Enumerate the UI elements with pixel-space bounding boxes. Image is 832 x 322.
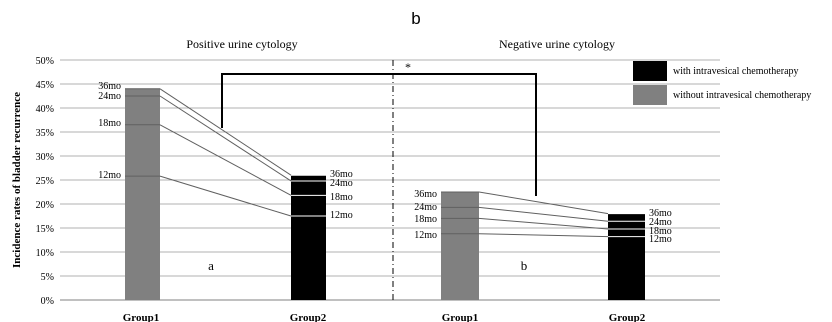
y-tick-label: 45% [36, 80, 54, 91]
legend-swatch-without [633, 85, 667, 105]
panel-title-positive: Positive urine cytology [186, 37, 297, 51]
timepoint-label: 36mo [414, 189, 437, 200]
x-axis-labels: Group1 Group2 Group1 Group2 [123, 312, 646, 322]
timepoint-label: 24mo [330, 178, 353, 189]
timepoint-label: 18mo [414, 214, 437, 225]
y-tick-label: 15% [36, 224, 54, 235]
bar-positive-group2 [291, 175, 326, 300]
panel-title-negative: Negative urine cytology [499, 37, 615, 51]
y-axis-label: Incidence rates of bladder recurrence [11, 92, 23, 268]
y-tick-label: 30% [36, 152, 54, 163]
bars [125, 88, 645, 300]
bar-negative-group1 [441, 192, 479, 300]
connector-line [159, 88, 292, 176]
timepoint-label: 36mo [649, 208, 672, 219]
timepoint-label: 36mo [330, 169, 353, 180]
y-tick-label: 25% [36, 176, 54, 187]
timepoint-label: 18mo [330, 192, 353, 203]
significance-bracket [221, 73, 537, 196]
connector-line [478, 206, 609, 222]
y-tick-label: 0% [41, 296, 54, 307]
legend-swatch-with [633, 61, 667, 81]
panel-label-b: b [521, 258, 528, 273]
timepoint-label: 12mo [330, 210, 353, 221]
timepoint-label: 12mo [98, 170, 121, 181]
gridlines [60, 59, 720, 301]
significance-marker: * [405, 60, 411, 74]
bar-negative-group2 [608, 213, 645, 300]
x-tick-label: Group1 [442, 312, 478, 322]
legend-label-without: without intravesical chemotherapy [673, 90, 811, 101]
connector-line [159, 124, 292, 196]
y-tick-label: 10% [36, 248, 54, 259]
connector-line [159, 175, 292, 217]
timepoint-label: 24mo [98, 91, 121, 102]
y-tick-label: 20% [36, 200, 54, 211]
y-tick-label: 50% [36, 56, 54, 67]
connector-line [478, 233, 609, 238]
x-tick-label: Group2 [290, 312, 327, 322]
connector-lines [159, 88, 609, 238]
bar-positive-group1 [125, 88, 160, 300]
timepoint-label: 18mo [649, 226, 672, 237]
y-tick-label: 5% [41, 272, 54, 283]
y-axis: 0% 5% 10% 15% 20% 25% 30% 35% 40% 45% 50% [36, 56, 54, 307]
figure-label: b [411, 9, 420, 28]
connector-line [478, 217, 609, 230]
y-tick-label: 40% [36, 104, 54, 115]
x-tick-label: Group1 [123, 312, 159, 322]
legend-label-with: with intravesical chemotherapy [673, 66, 799, 77]
timepoint-label: 24mo [414, 202, 437, 213]
y-tick-label: 35% [36, 128, 54, 139]
legend: with intravesical chemotherapy without i… [633, 61, 811, 105]
timepoint-label: 24mo [649, 217, 672, 228]
timepoint-label: 36mo [98, 81, 121, 92]
connector-line [478, 191, 609, 215]
timepoint-label: 12mo [649, 234, 672, 245]
timepoint-labels: 12mo18mo24mo36mo12mo18mo24mo36mo12mo18mo… [98, 81, 672, 245]
panel-label-a: a [208, 258, 214, 273]
timepoint-label: 18mo [98, 118, 121, 129]
timepoint-label: 12mo [414, 230, 437, 241]
x-tick-label: Group2 [609, 312, 646, 322]
connector-line [159, 95, 292, 182]
